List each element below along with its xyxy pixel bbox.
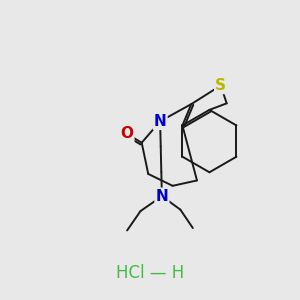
- Text: N: N: [154, 114, 167, 129]
- Text: HCl — H: HCl — H: [116, 264, 184, 282]
- Text: N: N: [155, 189, 168, 204]
- Text: S: S: [215, 78, 226, 93]
- Text: O: O: [120, 126, 133, 141]
